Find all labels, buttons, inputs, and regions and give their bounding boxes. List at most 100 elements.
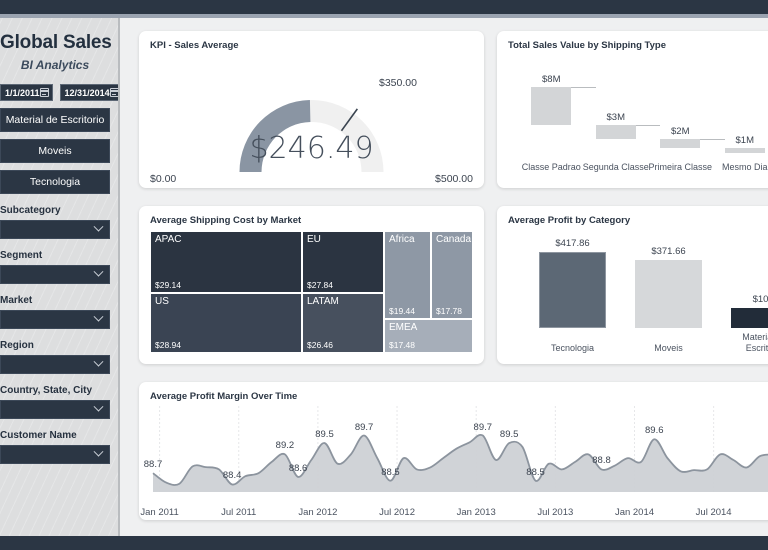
area-point-label: 88.8 (592, 455, 611, 467)
card-total-sales-by-shipping-type[interactable]: Total Sales Value by Shipping Type $8M Cl… (497, 31, 768, 188)
category-bar[interactable] (539, 251, 606, 328)
category-button-tecnologia[interactable]: Tecnologia (0, 170, 110, 194)
filter-select-segment[interactable] (0, 265, 110, 284)
gauge-target-label: $350.00 (379, 77, 417, 89)
treemap-cell-name: LATAM (307, 296, 339, 307)
area-point-label: 89.5 (499, 429, 519, 441)
filter-select-market[interactable] (0, 310, 110, 329)
waterfall-value-label: $3M (606, 111, 625, 123)
treemap-cell[interactable]: Canada $17.78 (431, 231, 473, 319)
waterfall-category-label: Classe Padrao (521, 162, 581, 172)
filter-label-country-state-city: Country, State, City (0, 385, 93, 396)
area-point-label: 89.7 (354, 421, 374, 433)
page-subtitle: BI Analytics (20, 58, 90, 72)
treemap-cell[interactable]: EU $27.84 (302, 231, 384, 293)
category-button-moveis[interactable]: Moveis (0, 139, 110, 163)
card-avg-profit-by-category[interactable]: Average Profit by Category $417.86 Tecnol… (497, 206, 768, 364)
category-bar-category-label: Moveis (654, 343, 683, 353)
card-title: Average Profit Margin Over Time (150, 391, 298, 402)
gauge-max-label: $500.00 (435, 173, 473, 185)
category-button-label: Material de Escritorio (5, 114, 105, 126)
treemap-cell-value: $27.84 (307, 280, 333, 290)
gauge-min-label: $0.00 (150, 173, 177, 185)
chevron-down-icon (93, 221, 104, 232)
area-point-label: 88.7 (143, 459, 163, 471)
area-point-label: 89.7 (473, 421, 493, 433)
treemap-cell[interactable]: EMEA $17.48 (384, 319, 473, 353)
date-to-field[interactable]: 12/31/2014 (59, 84, 118, 101)
category-bar-category-label: Material de Escritorio (742, 332, 768, 353)
filter-label-subcategory: Subcategory (0, 205, 61, 216)
waterfall-bar[interactable] (660, 138, 701, 149)
area-chart-svg (152, 406, 768, 492)
area-point-label: 88.4 (222, 470, 242, 482)
chevron-down-icon (93, 401, 104, 412)
profit-margin-area-chart: 88.7 88.4 89.2 88.6 89.5 89.7 88.5 89.7 89.5 88.5… (139, 402, 768, 520)
calendar-icon[interactable] (39, 88, 49, 97)
treemap-cell-value: $26.46 (307, 340, 333, 350)
area-x-tick: Jan 2013 (456, 507, 496, 518)
waterfall-chart: $8M Classe Padrao $3M Segunda Classe $2M Prim… (497, 49, 768, 188)
date-to-value: 12/31/2014 (64, 87, 110, 98)
area-x-tick: Jul 2013 (537, 507, 574, 518)
card-title: Average Shipping Cost by Market (150, 215, 302, 226)
card-title: Average Profit by Category (508, 215, 631, 226)
category-bar-value-label: $417.86 (555, 237, 590, 249)
window-bottom-bar (0, 536, 768, 550)
treemap-chart: APAC $29.14 EU $27.84 US $28.94 LATAM $26.46 Afr… (150, 231, 473, 353)
card-kpi-sales-average[interactable]: KPI - Sales Average $246.49 $0.00 $500.0… (139, 31, 484, 188)
treemap-cell-value: $28.94 (155, 340, 181, 350)
treemap-cell[interactable]: US $28.94 (150, 293, 302, 353)
category-bar-value-label: $371.66 (651, 246, 686, 258)
treemap-cell-name: EU (307, 234, 321, 245)
area-x-tick: Jul 2014 (695, 507, 732, 518)
category-bar-chart: $417.86 Tecnologia $371.66 Moveis $108. Mater… (497, 224, 768, 364)
filter-select-customer-name[interactable] (0, 445, 110, 464)
chevron-down-icon (93, 446, 104, 457)
filter-label-region: Region (0, 340, 34, 351)
waterfall-value-label: $1M (735, 135, 754, 147)
chevron-down-icon (93, 356, 104, 367)
waterfall-bar[interactable] (724, 148, 765, 153)
area-x-tick: Jan 2014 (614, 507, 655, 518)
treemap-cell-name: EMEA (389, 322, 418, 333)
filter-label-market: Market (0, 295, 33, 306)
category-bar[interactable] (731, 308, 768, 328)
area-point-label: 88.5 (526, 466, 545, 478)
treemap-cell[interactable]: Africa $19.44 (384, 231, 431, 319)
date-range-row: 1/1/2011 12/31/2014 (0, 84, 118, 101)
card-avg-shipping-cost-by-market[interactable]: Average Shipping Cost by Market APAC $29.… (139, 206, 484, 364)
area-x-tick: Jul 2012 (379, 507, 415, 518)
category-button-material-de-escritorio[interactable]: Material de Escritorio (0, 108, 110, 132)
area-point-label: 89.5 (315, 429, 334, 441)
area-x-tick: Jan 2011 (140, 507, 179, 518)
date-from-value: 1/1/2011 (5, 87, 40, 98)
waterfall-bar[interactable] (595, 124, 636, 139)
filter-select-country-state-city[interactable] (0, 400, 110, 419)
gauge-svg (239, 99, 384, 172)
calendar-icon[interactable] (109, 88, 118, 97)
treemap-cell-value: $29.14 (155, 280, 181, 290)
page-title: Global Sales (0, 32, 112, 53)
area-point-label: 88.6 (288, 462, 308, 474)
waterfall-value-label: $2M (671, 125, 690, 137)
window-top-strip (0, 14, 768, 18)
category-bar[interactable] (635, 260, 702, 328)
treemap-cell[interactable]: LATAM $26.46 (302, 293, 384, 353)
waterfall-bar[interactable] (531, 87, 572, 125)
area-point-label: 89.2 (275, 440, 295, 452)
chevron-down-icon (93, 311, 104, 322)
area-x-tick: Jan 2012 (298, 507, 338, 518)
category-button-label: Moveis (38, 145, 72, 157)
card-avg-profit-margin-over-time[interactable]: Average Profit Margin Over Time 88.7 88.4… (139, 382, 768, 520)
filter-select-region[interactable] (0, 355, 110, 374)
date-from-field[interactable]: 1/1/2011 (0, 84, 53, 101)
card-title: KPI - Sales Average (150, 40, 239, 51)
gauge-value-label: $246.49 (249, 131, 374, 166)
treemap-cell[interactable]: APAC $29.14 (150, 231, 302, 293)
window-top-bar (0, 0, 768, 14)
filter-select-subcategory[interactable] (0, 220, 110, 239)
filter-label-segment: Segment (0, 250, 43, 261)
chevron-down-icon (93, 266, 104, 277)
